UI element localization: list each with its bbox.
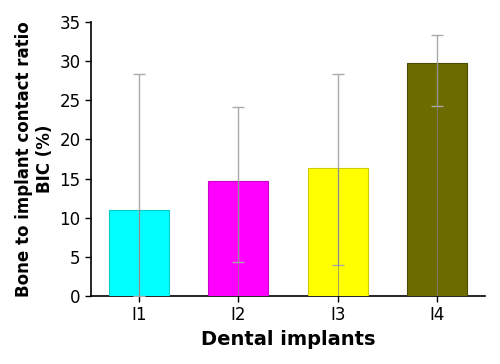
Y-axis label: Bone to implant contact ratio
BIC (%): Bone to implant contact ratio BIC (%) bbox=[15, 21, 54, 297]
Bar bbox=[208, 181, 268, 296]
Bar bbox=[308, 169, 368, 296]
X-axis label: Dental implants: Dental implants bbox=[200, 330, 375, 349]
Bar bbox=[109, 210, 168, 296]
Bar bbox=[408, 63, 467, 296]
